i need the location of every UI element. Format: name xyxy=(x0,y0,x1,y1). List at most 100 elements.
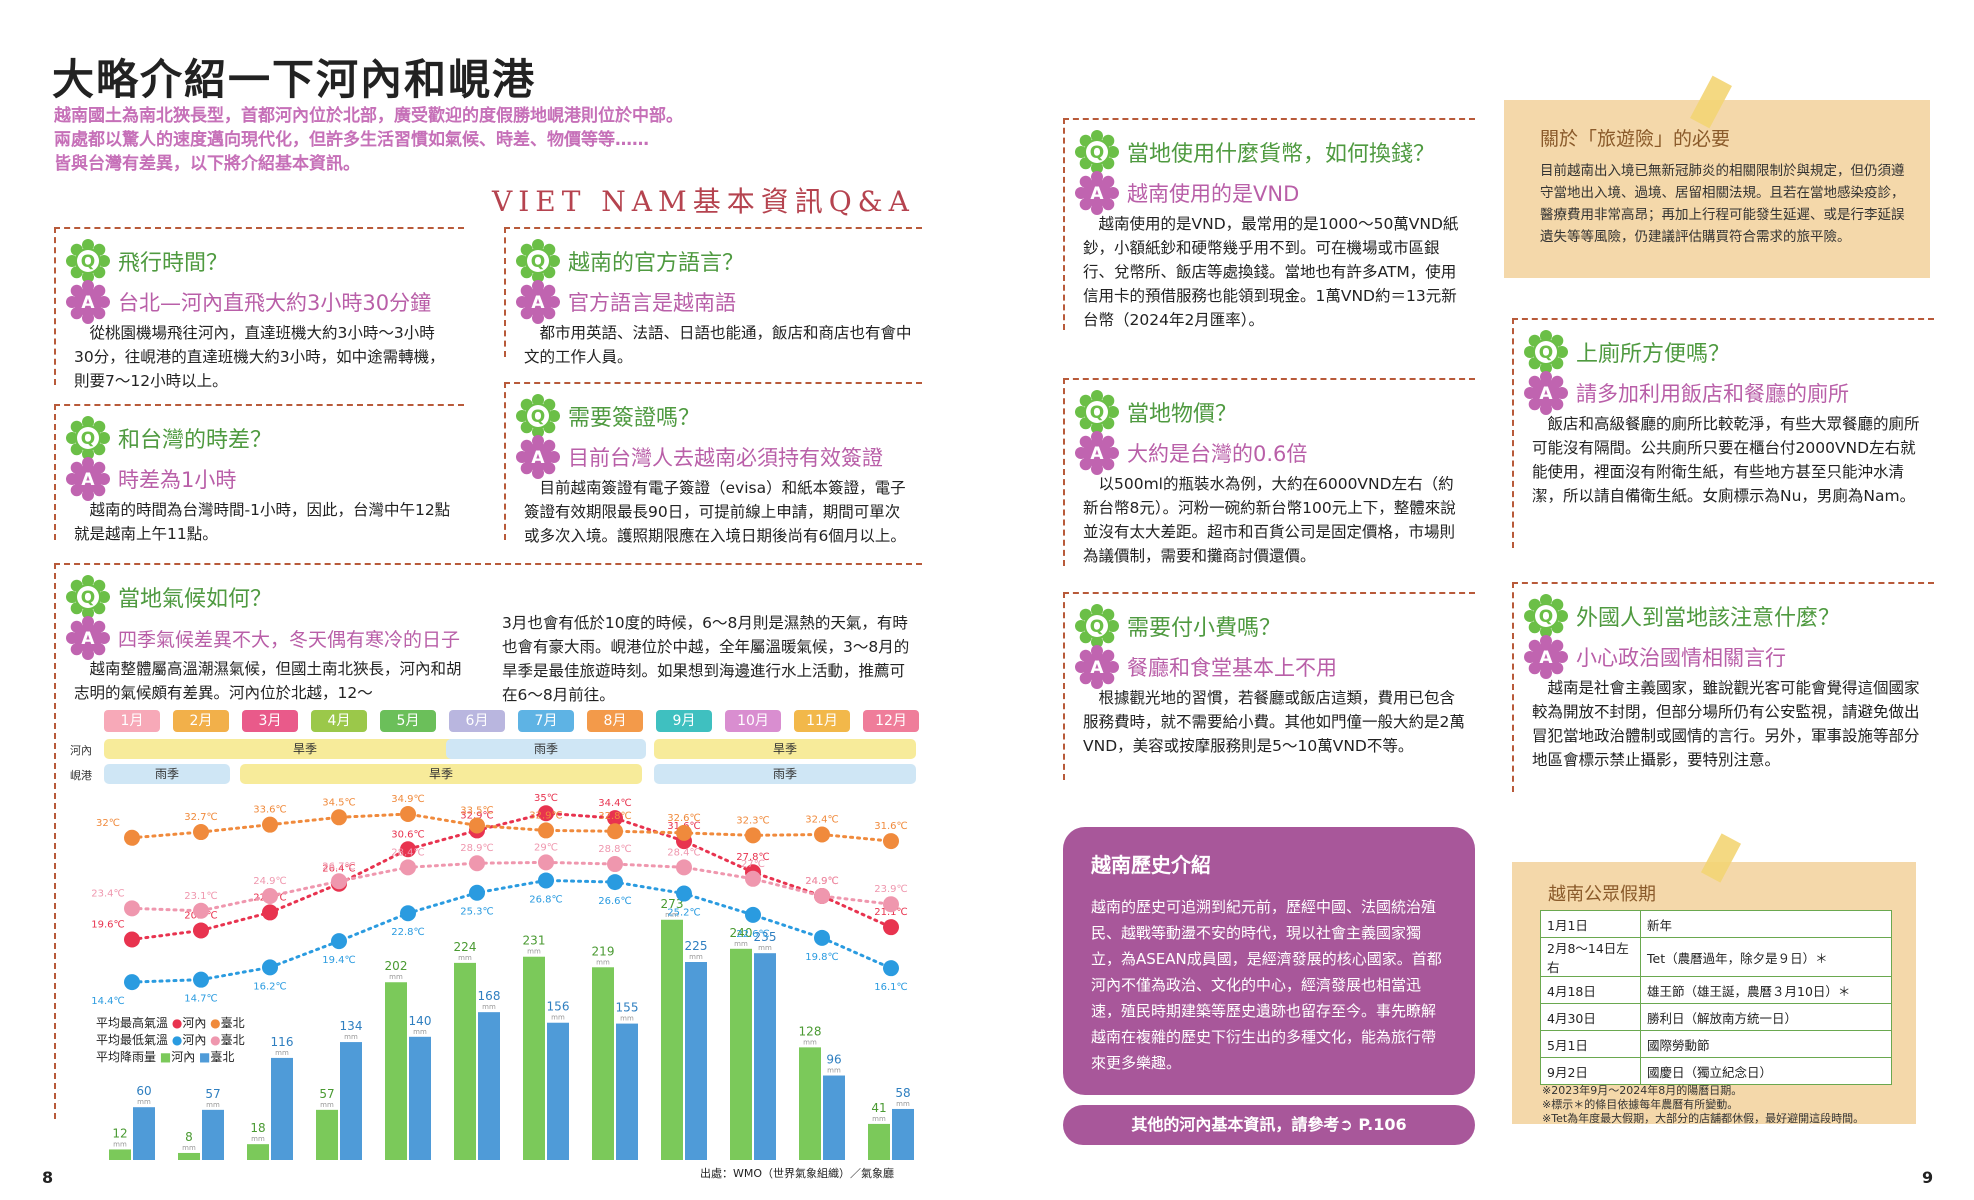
source-note: 出處：WMO（世界氣象組織）／氣象廳 xyxy=(700,1167,895,1180)
temp-point xyxy=(745,870,761,887)
a-badge-icon: A xyxy=(1524,371,1568,415)
svg-text:Q: Q xyxy=(1539,343,1553,363)
rain-unit-label: mm xyxy=(803,1038,817,1046)
rain-bar-label: 58 xyxy=(895,1086,910,1100)
temp-point xyxy=(193,824,209,841)
answer-body: 根據觀光地的習慣，若餐廳或飯店這類，費用已包含服務費時，就不需要給小費。其他如門… xyxy=(1083,689,1465,755)
temp-label: 32℃ xyxy=(96,818,120,829)
temp-label: 22.6℃ xyxy=(736,929,770,940)
temp-point xyxy=(814,888,830,905)
temp-label: 26.8℃ xyxy=(529,894,563,905)
rain-bar-label: 225 xyxy=(685,939,708,953)
holiday-name: 國慶日（獨立紀念日） xyxy=(1640,1057,1892,1085)
rain-unit-label: mm xyxy=(758,944,772,952)
holiday-row: 4月18日 雄王節（雄王誕，農曆３月10日）＊ xyxy=(1540,976,1892,1004)
question: 飛行時間？ xyxy=(118,251,229,276)
holiday-notes: ※2023年9月～2024年8月的陽曆日期。 ※標示＊的條目依據每年農曆有所變動… xyxy=(1542,1084,1864,1126)
rain-bar-label: 57 xyxy=(205,1087,220,1101)
a-badge-icon: A xyxy=(66,616,110,660)
rain-bar-label: 273 xyxy=(661,897,684,911)
temp-label: 23.4℃ xyxy=(91,888,125,899)
temp-point xyxy=(262,816,278,833)
rain-bar xyxy=(316,1109,338,1160)
temp-label: 32.9℃ xyxy=(460,810,494,821)
rain-bar-label: 231 xyxy=(523,934,546,948)
answer: 小心政治國情相關言行 xyxy=(1576,646,1786,670)
month-label: 11月 xyxy=(794,710,850,732)
q-badge-icon: Q xyxy=(516,239,560,283)
rain-bar xyxy=(616,1023,638,1160)
question: 上廁所方便嗎？ xyxy=(1576,342,1731,367)
rain-bar xyxy=(523,956,545,1160)
temp-label: 35℃ xyxy=(534,793,558,804)
rain-unit-label: mm xyxy=(620,1015,634,1023)
temp-label: 32.6℃ xyxy=(667,813,701,824)
rain-bar xyxy=(202,1109,224,1160)
rain-bar-label: 128 xyxy=(799,1024,822,1038)
holiday-name: Tet（農曆過年，除夕是９日）＊ xyxy=(1640,937,1892,977)
temp-point xyxy=(538,872,554,889)
temp-label: 32.7℃ xyxy=(184,812,218,823)
legend-high: 平均最高氣溫 ●河內 ●臺北 xyxy=(96,1016,245,1030)
question: 當地物價？ xyxy=(1127,402,1238,427)
temp-point xyxy=(400,905,416,922)
holiday-date: 4月18日 xyxy=(1540,976,1641,1004)
rain-bar-label: 155 xyxy=(616,1001,639,1015)
month-label: 10月 xyxy=(725,710,781,732)
svg-text:Q: Q xyxy=(531,252,545,272)
answer: 時差為1小時 xyxy=(118,468,237,492)
history-box: 越南歷史介紹 越南的歷史可追溯到紀元前，歷經中國、法國統治殖民、越戰等動盪不安的… xyxy=(1063,827,1475,1095)
holiday-name: 勝利日（解放南方統一日） xyxy=(1640,1003,1892,1031)
temp-label: 30.6℃ xyxy=(391,829,425,840)
intro-line: 皆與台灣有差異，以下將介紹基本資訊。 xyxy=(54,154,360,174)
svg-text:A: A xyxy=(81,629,95,649)
rain-unit-label: mm xyxy=(734,940,748,948)
temp-label: 29℃ xyxy=(534,842,558,853)
row-label-hanoi: 河內 xyxy=(70,744,92,757)
a-badge-icon: A xyxy=(516,280,560,324)
rain-unit-label: mm xyxy=(896,1100,910,1108)
note-line: ※Tet為年度最大假期，大部分的店舖都休假，最好避開這段時間。 xyxy=(1542,1112,1865,1125)
season-rain: 雨季 xyxy=(104,764,230,784)
rain-bar-label: 140 xyxy=(409,1014,432,1028)
rain-bar xyxy=(454,962,476,1160)
qa-card-currency: Q 當地使用什麼貨幣，如何換錢？ A 越南使用的是VND 越南使用的是VND，最常用… xyxy=(1063,118,1475,330)
temp-point xyxy=(676,859,692,876)
rain-unit-label: mm xyxy=(596,958,610,966)
temp-label: 21.1℃ xyxy=(874,907,908,918)
rain-bar xyxy=(730,948,752,1160)
q-badge-icon: Q xyxy=(1524,330,1568,374)
temp-label: 16.1℃ xyxy=(874,982,908,993)
rain-bar xyxy=(799,1047,821,1160)
temp-label: 32.8℃ xyxy=(598,811,632,822)
month-label: 7月 xyxy=(518,710,574,732)
answer: 台北—河內直飛大約3小時30分鐘 xyxy=(118,291,432,315)
temp-label: 28.4℃ xyxy=(667,847,701,858)
temp-point xyxy=(814,826,830,843)
temp-point xyxy=(331,809,347,826)
month-label: 6月 xyxy=(449,710,505,732)
temp-point xyxy=(814,929,830,946)
rain-bar-label: 116 xyxy=(271,1035,294,1049)
temp-label: 16.2℃ xyxy=(253,981,287,992)
temp-label: 14.7℃ xyxy=(184,994,218,1005)
rain-bar xyxy=(133,1107,155,1160)
temp-point xyxy=(883,833,899,850)
temp-point xyxy=(469,884,485,901)
rain-bar xyxy=(478,1012,500,1160)
temp-point xyxy=(538,822,554,839)
temp-point xyxy=(400,859,416,876)
rain-unit-label: mm xyxy=(689,953,703,961)
temp-label: 27℃ xyxy=(741,859,765,870)
answer: 官方語言是越南語 xyxy=(568,291,736,315)
question: 當地使用什麼貨幣，如何換錢？ xyxy=(1127,142,1436,167)
answer-body: 從桃園機場飛往河內，直達班機大約3小時～3小時30分，往峴港的直達班機大約3小時… xyxy=(74,324,445,390)
temp-point xyxy=(607,874,623,891)
reference-link[interactable]: 其他的河內基本資訊，請參考➲ P.106 xyxy=(1063,1105,1475,1145)
month-label: 5月 xyxy=(380,710,436,732)
a-badge-icon: A xyxy=(66,280,110,324)
rain-bar xyxy=(868,1123,890,1160)
intro-text: 越南國土為南北狹長型，首都河內位於北部，廣受歡迎的度假勝地峴港則位於中部。 兩處… xyxy=(54,104,754,176)
answer: 餐廳和食堂基本上不用 xyxy=(1127,656,1337,680)
svg-text:A: A xyxy=(1539,384,1553,404)
